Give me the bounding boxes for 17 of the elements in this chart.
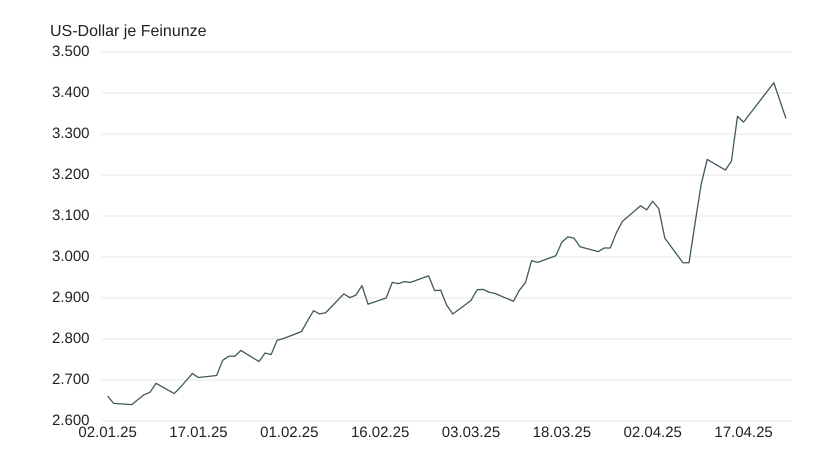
y-tick-label: 2.700 <box>52 371 90 388</box>
y-tick-label: 3.500 <box>52 43 90 60</box>
y-tick-label: 2.800 <box>52 330 90 348</box>
x-tick-label: 02.04.25 <box>624 424 682 442</box>
y-tick-label: 3.300 <box>52 125 90 142</box>
x-tick-label: 01.02.25 <box>260 424 318 442</box>
x-tick-label: 17.04.25 <box>714 424 773 442</box>
x-tick-label: 16.02.25 <box>350 424 410 442</box>
y-tick-label: 3.400 <box>52 84 90 102</box>
y-tick-label: 2.900 <box>52 289 90 306</box>
y-tick-label: 3.200 <box>52 166 90 184</box>
x-tick-label: 03.03.25 <box>442 424 500 442</box>
y-axis-title: US-Dollar je Feinunze <box>50 23 207 40</box>
y-tick-label: 3.000 <box>52 248 90 266</box>
x-tick-label: 18.03.25 <box>532 424 592 442</box>
x-tick-label: 17.01.25 <box>169 424 228 442</box>
y-tick-label: 3.100 <box>52 207 90 224</box>
